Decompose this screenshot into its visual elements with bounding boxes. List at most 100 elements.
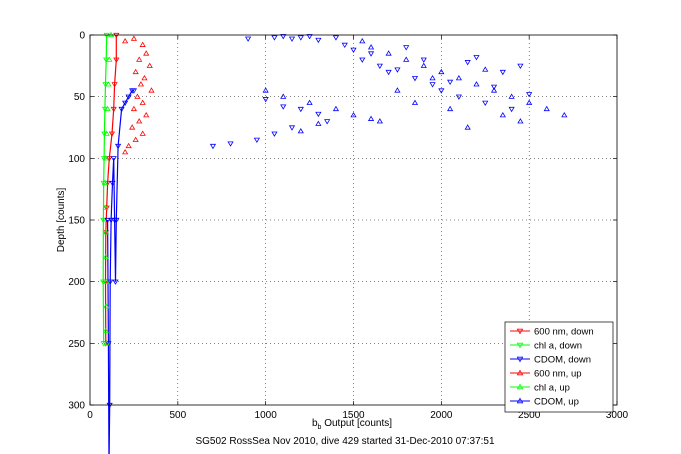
plot-marks: [100, 31, 568, 454]
data-point: [499, 69, 506, 76]
data-point: [324, 119, 331, 125]
data-point: [110, 156, 117, 162]
data-point: [438, 88, 445, 94]
data-point: [411, 99, 419, 105]
data-point: [262, 97, 269, 103]
data-point: [107, 217, 115, 224]
data-point: [108, 131, 116, 137]
data-point: [517, 118, 524, 124]
data-point: [271, 35, 278, 41]
data-point: [561, 111, 568, 118]
legend-marker: [516, 356, 524, 363]
data-point: [136, 56, 143, 62]
data-point: [473, 55, 480, 61]
legend-box: [504, 321, 614, 413]
data-point: [280, 104, 287, 110]
data-point: [130, 105, 138, 112]
data-point: [455, 94, 462, 100]
data-point: [526, 99, 533, 105]
data-point: [543, 105, 550, 112]
data-point: [262, 87, 269, 93]
y-tick-label: 300: [68, 401, 85, 412]
legend-marker: [516, 383, 524, 390]
data-point: [315, 111, 322, 118]
data-point: [134, 93, 141, 99]
x-tick-label: 0: [87, 410, 93, 421]
data-point: [297, 128, 304, 134]
x-tick-label: 3000: [606, 410, 629, 421]
data-point: [137, 81, 145, 87]
data-point: [209, 143, 217, 150]
data-point: [359, 37, 366, 44]
data-point: [100, 156, 108, 162]
data-point: [104, 217, 111, 224]
data-point: [499, 111, 506, 118]
x-axis-label: bb Output [counts]: [312, 418, 392, 431]
legend-marker: [516, 397, 524, 404]
data-point: [473, 81, 480, 87]
series-4: [101, 31, 115, 346]
data-point: [447, 79, 454, 86]
series-profile-line: [104, 35, 117, 344]
series-3: [122, 35, 155, 155]
data-point: [482, 66, 489, 72]
data-point: [297, 106, 304, 113]
data-point: [280, 93, 287, 99]
data-point: [420, 62, 427, 68]
data-point: [508, 106, 515, 113]
data-point: [455, 74, 462, 81]
x-tick-label: 2500: [518, 410, 541, 421]
data-point: [403, 45, 410, 51]
data-point: [105, 81, 112, 87]
y-tick-label: 150: [68, 216, 85, 227]
x-tick-label: 500: [169, 410, 186, 421]
data-point: [341, 42, 348, 49]
data-point: [110, 106, 117, 113]
data-point: [100, 279, 107, 285]
legend-label: 600 nm, down: [534, 327, 594, 338]
data-point: [253, 137, 260, 144]
data-point: [411, 76, 419, 82]
data-point: [115, 143, 122, 150]
y-tick-label: 0: [79, 31, 85, 42]
x-tick-label: 1000: [255, 410, 278, 421]
data-point: [132, 136, 139, 142]
legend-marker: [516, 328, 524, 335]
data-point: [103, 340, 110, 346]
data-point: [106, 156, 113, 162]
data-point: [297, 35, 304, 41]
data-point: [105, 341, 112, 347]
data-point: [508, 93, 515, 99]
data-point: [385, 69, 392, 76]
data-point: [367, 51, 375, 57]
data-point: [102, 204, 109, 210]
y-tick-label: 250: [68, 339, 85, 350]
data-point: [103, 229, 110, 235]
data-point: [332, 105, 340, 112]
data-point: [288, 36, 296, 42]
data-point: [101, 131, 108, 137]
data-point: [332, 35, 340, 41]
data-point: [103, 130, 110, 136]
data-point: [122, 37, 129, 44]
legend-label: chl a, up: [534, 383, 570, 394]
x-tick-label: 2000: [430, 410, 453, 421]
series-profile-line: [102, 34, 108, 344]
data-point: [103, 278, 110, 284]
data-point: [271, 131, 278, 137]
data-point: [288, 125, 296, 131]
data-point: [280, 34, 287, 40]
legend-label: CDOM, down: [534, 355, 591, 366]
data-point: [490, 84, 498, 90]
data-point: [306, 34, 313, 40]
footer-caption: SG502 RossSea Nov 2010, dive 429 started…: [195, 436, 495, 447]
y-axis-label: Depth [counts]: [56, 188, 67, 253]
data-point: [109, 180, 116, 187]
series-2: [104, 34, 533, 454]
data-point: [464, 60, 471, 66]
data-point: [143, 50, 150, 56]
x-axis-label-sub: b: [318, 424, 322, 431]
legend-marker: [516, 369, 524, 376]
legend-label: CDOM, up: [534, 397, 579, 408]
data-point: [101, 179, 109, 186]
